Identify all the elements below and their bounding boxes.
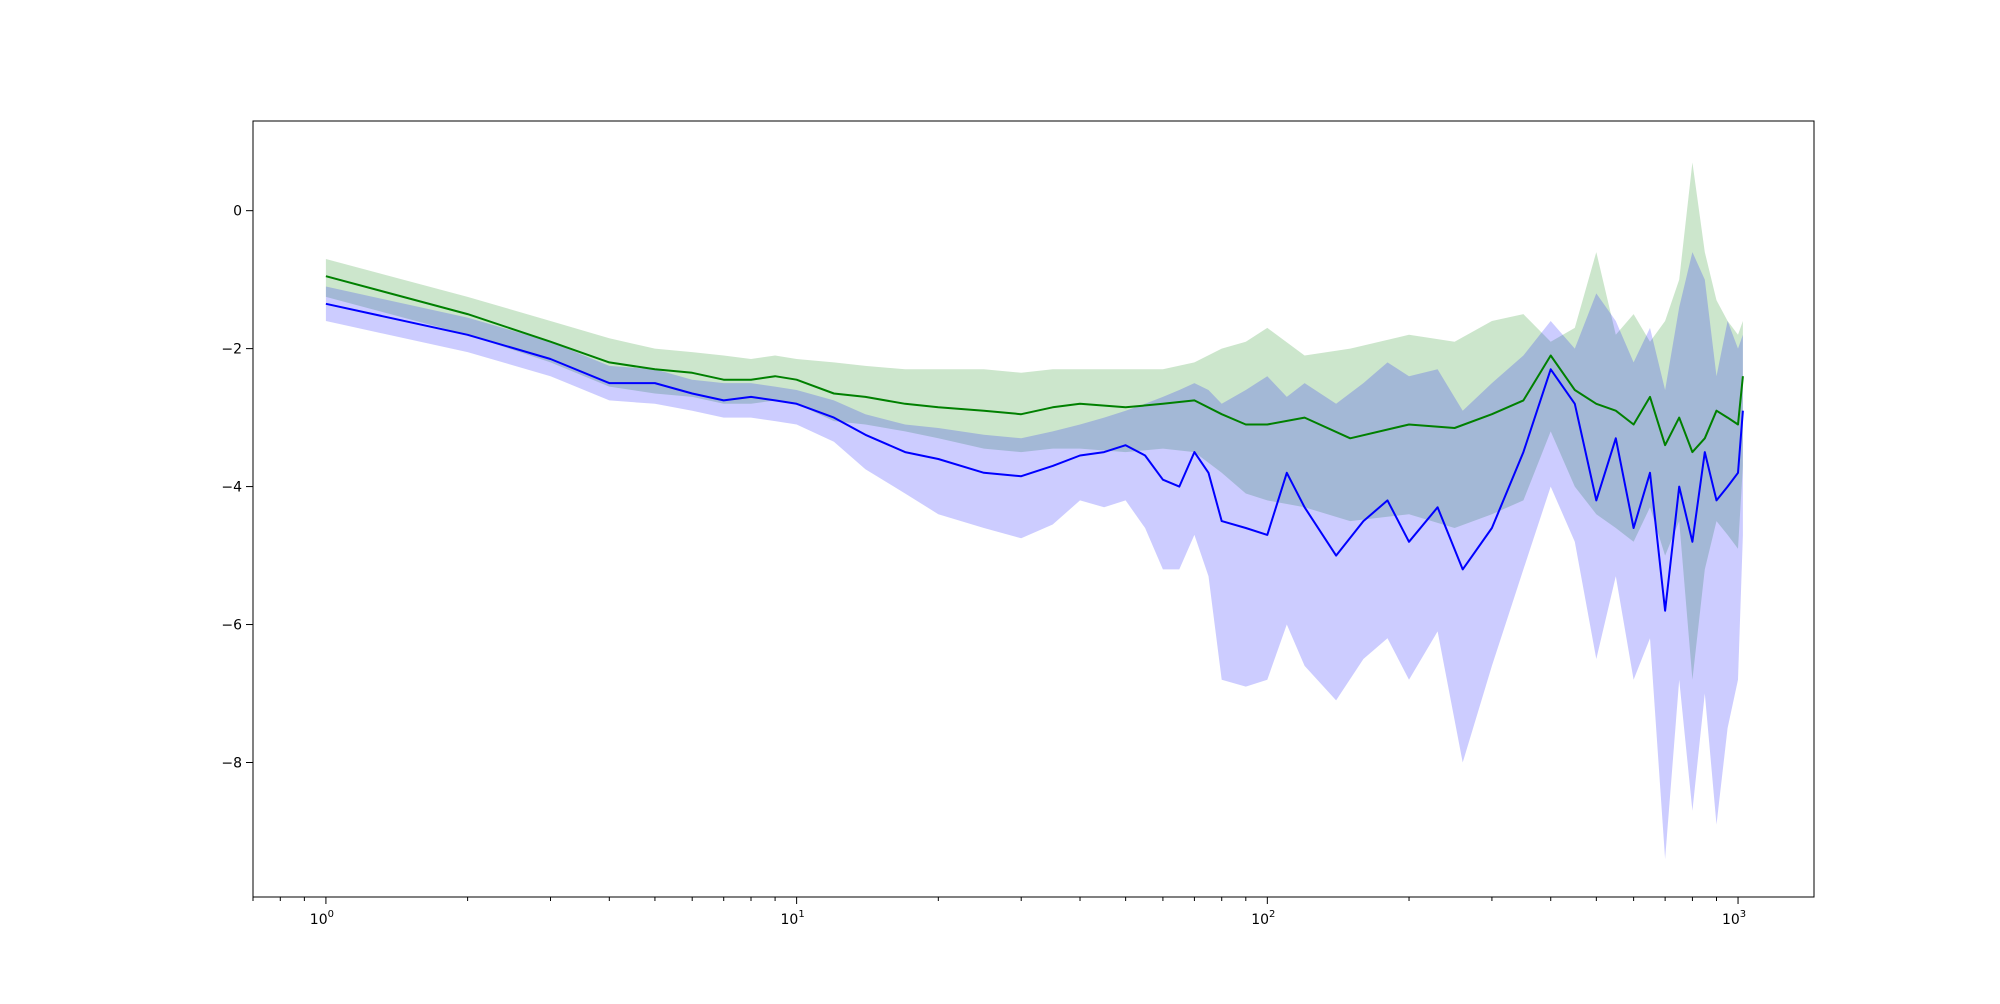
series-1-line (325, 275, 1744, 454)
x-tick-label: 101 (781, 909, 805, 928)
y-tick-label: −4 (221, 480, 242, 496)
series-2-line (325, 302, 1744, 612)
series-1-band (325, 162, 1743, 680)
x-tick-label: 102 (1251, 909, 1275, 928)
confidence-bands (325, 162, 1743, 860)
y-tick-label: −2 (221, 342, 242, 358)
series-lines (325, 275, 1744, 612)
series-2-band (325, 252, 1743, 860)
plot-frame (252, 120, 1815, 898)
y-tick-label: −6 (221, 618, 242, 634)
x-axis: 100 101 102 103 (252, 897, 1746, 928)
y-tick-label: 0 (233, 204, 242, 220)
y-tick-label: −8 (221, 755, 242, 771)
y-axis: 0 −2 −4 −6 −8 (221, 204, 253, 771)
x-tick-label: 103 (1722, 909, 1746, 928)
x-tick-label: 100 (310, 909, 334, 928)
